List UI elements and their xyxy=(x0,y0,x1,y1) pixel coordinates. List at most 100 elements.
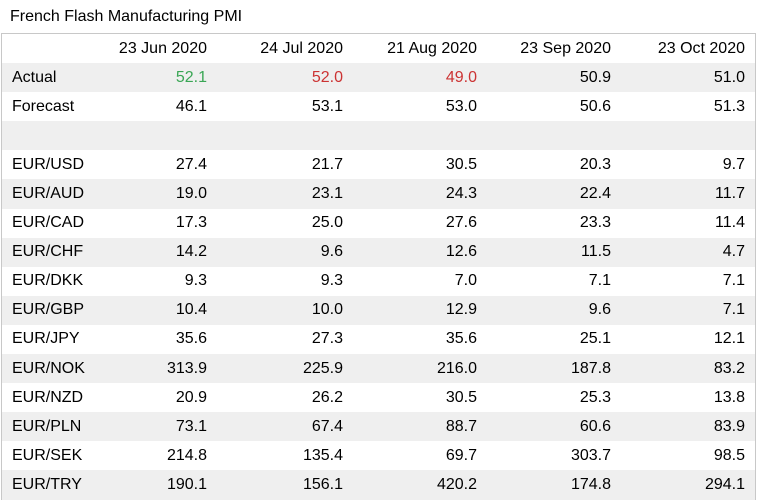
row-label: EUR/GBP xyxy=(2,295,95,325)
row-label: EUR/DKK xyxy=(12,272,84,290)
header-cell-date: 21 Aug 2020 xyxy=(387,39,477,57)
row-label: EUR/NOK xyxy=(2,354,95,384)
table-row: EUR/TRY 190.1 156.1 420.2 174.8 294.1 xyxy=(2,470,755,500)
header-cell-corner xyxy=(2,34,95,63)
table-cell: 9.7 xyxy=(722,155,745,173)
table-cell: 9.6 xyxy=(217,237,353,267)
table-cell: 174.8 xyxy=(487,470,621,500)
table-cell: 51.0 xyxy=(621,63,755,93)
table-title: French Flash Manufacturing PMI xyxy=(10,8,243,25)
row-label: EUR/SEK xyxy=(12,446,83,464)
row-label: Actual xyxy=(2,63,95,93)
table-cell: 23.1 xyxy=(217,179,353,209)
table-cell: 98.5 xyxy=(713,446,745,464)
table-cell: 9.3 xyxy=(184,272,207,290)
table-cell: 12.6 xyxy=(353,237,487,267)
table-cell: 30.5 xyxy=(445,388,477,406)
table-cell: 50.9 xyxy=(487,63,621,93)
row-label: EUR/AUD xyxy=(2,179,95,209)
table-cell: 7.1 xyxy=(722,272,745,290)
table-cell: 20.3 xyxy=(579,155,611,173)
table-cell: 53.0 xyxy=(445,97,477,115)
table-cell: 11.5 xyxy=(487,237,621,267)
table-row: EUR/PLN 73.1 67.4 88.7 60.6 83.9 xyxy=(2,412,755,442)
table-cell: 26.2 xyxy=(311,388,343,406)
table-row: EUR/CHF 14.2 9.6 12.6 11.5 4.7 xyxy=(2,237,755,267)
table-cell: 60.6 xyxy=(487,412,621,442)
table-cell: 10.4 xyxy=(95,295,217,325)
row-label: EUR/NZD xyxy=(12,388,84,406)
table-cell: 22.4 xyxy=(487,179,621,209)
table-cell: 83.9 xyxy=(621,412,755,442)
row-label: EUR/TRY xyxy=(2,470,95,500)
table-cell: 21.7 xyxy=(311,155,343,173)
pmi-table: 23 Jun 2020 24 Jul 2020 21 Aug 2020 23 S… xyxy=(2,34,755,500)
table-cell: 25.3 xyxy=(579,388,611,406)
table-cell: 7.0 xyxy=(454,272,477,290)
table-cell: 52.1 xyxy=(95,63,217,93)
table-cell: 12.1 xyxy=(713,330,745,348)
table-cell: 27.6 xyxy=(445,214,477,232)
table-cell: 14.2 xyxy=(95,237,217,267)
table-cell: 73.1 xyxy=(95,412,217,442)
table-cell: 4.7 xyxy=(621,237,755,267)
table-cell: 214.8 xyxy=(166,446,207,464)
table-cell: 13.8 xyxy=(713,388,745,406)
table-cell: 51.3 xyxy=(713,97,745,115)
table-cell: 420.2 xyxy=(353,470,487,500)
table-cell: 35.6 xyxy=(445,330,477,348)
table-cell: 53.1 xyxy=(311,97,343,115)
table-cell: 313.9 xyxy=(95,354,217,384)
table-row: EUR/SEK 214.8 135.4 69.7 303.7 98.5 xyxy=(2,441,755,470)
row-label: EUR/CAD xyxy=(12,214,85,232)
row-label: Forecast xyxy=(12,97,75,115)
table-row: EUR/NZD 20.9 26.2 30.5 25.3 13.8 xyxy=(2,383,755,412)
table-cell: 303.7 xyxy=(570,446,611,464)
table-cell: 46.1 xyxy=(175,97,207,115)
table-cell: 9.3 xyxy=(320,272,343,290)
header-cell-date: 24 Jul 2020 xyxy=(260,39,343,57)
table-cell: 49.0 xyxy=(353,63,487,93)
table-cell: 9.6 xyxy=(487,295,621,325)
table-cell: 69.7 xyxy=(445,446,477,464)
table-cell: 20.9 xyxy=(175,388,207,406)
table-cell: 11.4 xyxy=(715,214,745,232)
table-cell: 23.3 xyxy=(579,214,611,232)
row-label: EUR/CHF xyxy=(2,237,95,267)
table-cell: 7.1 xyxy=(621,295,755,325)
header-row: 23 Jun 2020 24 Jul 2020 21 Aug 2020 23 S… xyxy=(2,34,755,63)
row-label: EUR/JPY xyxy=(12,330,80,348)
table-cell: 25.1 xyxy=(579,330,611,348)
table-cell: 27.3 xyxy=(311,330,343,348)
table-cell: 156.1 xyxy=(217,470,353,500)
header-cell-date: 23 Sep 2020 xyxy=(520,39,611,57)
table-cell: 19.0 xyxy=(95,179,217,209)
table-row: EUR/JPY 35.6 27.3 35.6 25.1 12.1 xyxy=(2,325,755,354)
table-cell: 190.1 xyxy=(95,470,217,500)
table-cell: 7.1 xyxy=(588,272,611,290)
table-row: EUR/CAD 17.3 25.0 27.6 23.3 11.4 xyxy=(2,209,755,238)
table-cell: 294.1 xyxy=(621,470,755,500)
table-row: EUR/AUD 19.0 23.1 24.3 22.4 11.7 xyxy=(2,179,755,209)
table-row: EUR/GBP 10.4 10.0 12.9 9.6 7.1 xyxy=(2,295,755,325)
table-cell: 30.5 xyxy=(445,155,477,173)
header-cell-date: 23 Oct 2020 xyxy=(657,39,745,57)
table-cell: 135.4 xyxy=(302,446,343,464)
table-row: EUR/USD 27.4 21.7 30.5 20.3 9.7 xyxy=(2,150,755,179)
table-cell: 10.0 xyxy=(217,295,353,325)
actual-row: Actual 52.1 52.0 49.0 50.9 51.0 xyxy=(2,63,755,93)
header-cell-date: 23 Jun 2020 xyxy=(118,39,207,57)
spacer-row xyxy=(2,121,755,151)
table-cell: 52.0 xyxy=(217,63,353,93)
table-cell: 11.7 xyxy=(621,179,755,209)
table-cell: 17.3 xyxy=(175,214,207,232)
table-cell: 88.7 xyxy=(353,412,487,442)
table-cell: 216.0 xyxy=(353,354,487,384)
row-label: EUR/PLN xyxy=(2,412,95,442)
table-cell: 12.9 xyxy=(353,295,487,325)
table-cell: 27.4 xyxy=(175,155,207,173)
table-row: EUR/DKK 9.3 9.3 7.0 7.1 7.1 xyxy=(2,267,755,296)
table-cell: 225.9 xyxy=(217,354,353,384)
table-row: EUR/NOK 313.9 225.9 216.0 187.8 83.2 xyxy=(2,354,755,384)
table-cell: 24.3 xyxy=(353,179,487,209)
